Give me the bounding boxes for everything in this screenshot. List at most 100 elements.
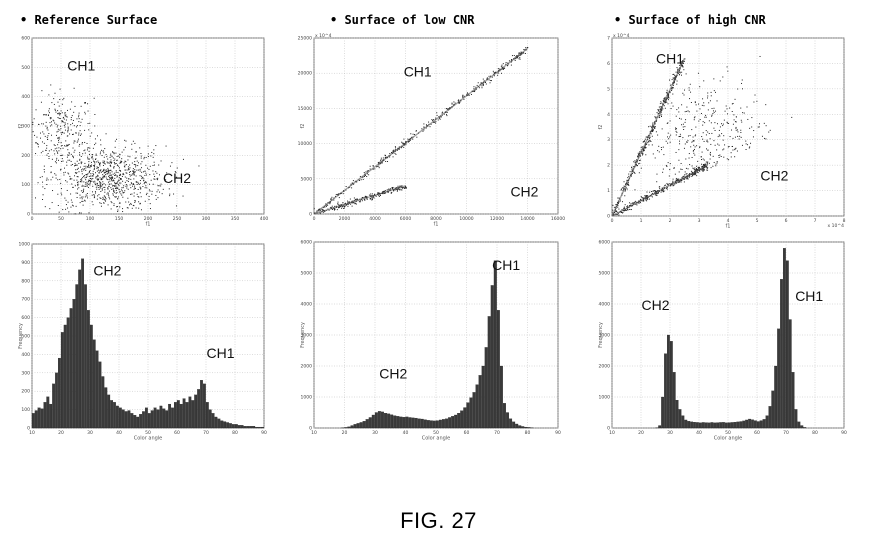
scatter-point [718, 144, 720, 146]
histogram-bar [66, 317, 70, 429]
scatter-point [100, 190, 102, 192]
scatter-point [423, 129, 425, 131]
scatter-point [711, 114, 713, 116]
scatter-point [98, 164, 100, 166]
scatter-point [129, 164, 131, 166]
scatter-point [69, 108, 71, 110]
histogram-bar [506, 412, 509, 429]
scatter-point [114, 140, 116, 142]
scatter-point [57, 113, 59, 115]
scatter-point [635, 203, 637, 205]
y-tick-label: 0 [309, 426, 312, 432]
scatter-point [654, 123, 656, 125]
scatter-point [740, 119, 742, 121]
y-tick-label: 0 [607, 214, 610, 220]
scatter-point [130, 193, 132, 195]
scatter-point [149, 174, 151, 176]
x-tick-label: 1 [640, 218, 643, 224]
scatter-point [682, 178, 684, 180]
scatter-point [129, 171, 131, 173]
scatter-point [96, 183, 98, 185]
scatter-point [364, 175, 366, 177]
scatter-point [157, 185, 159, 187]
y-tick-label: 2000 [599, 364, 611, 370]
scatter-point [672, 181, 674, 183]
scatter-point [332, 208, 334, 210]
scatter-point [670, 108, 672, 110]
histogram-bar [162, 408, 166, 429]
scatter-point [668, 183, 670, 185]
x-tick-label: 5 [756, 218, 759, 224]
scatter-point [646, 191, 648, 193]
scatter-point [350, 183, 352, 185]
scatter-point [681, 177, 683, 179]
scatter-point [726, 113, 728, 115]
scatter-point [99, 170, 101, 172]
scatter-point [119, 191, 121, 193]
annotation-ch1: CH1 [67, 57, 95, 73]
scatter-point [623, 210, 625, 212]
scatter-point [44, 135, 46, 137]
scatter-point [117, 182, 119, 184]
scatter-point [378, 167, 380, 169]
scatter-point [115, 152, 117, 154]
streak-line [313, 48, 528, 215]
scatter-point [140, 187, 142, 189]
histogram-bar [214, 416, 218, 429]
data-marks [341, 260, 534, 429]
scatter-point [99, 162, 101, 164]
scatter-point [505, 62, 507, 64]
scatter-point [638, 153, 640, 155]
scatter-point [72, 186, 74, 188]
scatter-point [117, 211, 119, 213]
scatter-point [85, 174, 87, 176]
scatter-point [673, 167, 675, 169]
scatter-point [741, 82, 743, 84]
scatter-point [147, 153, 149, 155]
scatter-point [59, 114, 61, 116]
scatter-point [58, 150, 60, 152]
scatter-point [95, 154, 97, 156]
x-tick-label: 10 [311, 430, 317, 436]
scatter-point [679, 135, 681, 137]
scatter-point [685, 173, 687, 175]
scatter-point [82, 191, 84, 193]
scatter-point [734, 98, 736, 100]
scatter-point [488, 79, 490, 81]
scatter-point [72, 119, 74, 121]
scatter-point [706, 167, 708, 169]
scatter-point [644, 195, 646, 197]
scatter-point [152, 164, 154, 166]
scatter-point [93, 197, 95, 199]
scatter-point [67, 126, 69, 128]
scatter-point [454, 102, 456, 104]
scatter-point [100, 144, 102, 146]
scatter-point [338, 206, 340, 208]
scatter-point [62, 121, 64, 123]
y-tick-label: 100 [21, 182, 30, 188]
scatter-point [377, 192, 379, 194]
scatter-point [722, 149, 724, 151]
scatter-point [645, 154, 647, 156]
scatter-point [747, 144, 749, 146]
scatter-point [68, 143, 70, 145]
scatter-point [759, 55, 761, 57]
histogram-bar [800, 425, 804, 429]
scatter-point [738, 138, 740, 140]
scatter-point [642, 141, 644, 143]
scatter-point [631, 202, 633, 204]
scatter-point [112, 177, 114, 179]
scatter-point [371, 193, 373, 195]
scatter-point [425, 124, 427, 126]
scatter-point [706, 140, 708, 142]
scatter-point [68, 154, 70, 156]
scatter-point [70, 199, 72, 201]
scatter-point [49, 122, 51, 124]
scatter-point [70, 124, 72, 126]
scatter-point [59, 88, 61, 90]
scatter-point [352, 200, 354, 202]
scatter-point [77, 188, 79, 190]
scatter-point [83, 188, 85, 190]
scatter-point [627, 208, 629, 210]
scatter-point [100, 197, 102, 199]
